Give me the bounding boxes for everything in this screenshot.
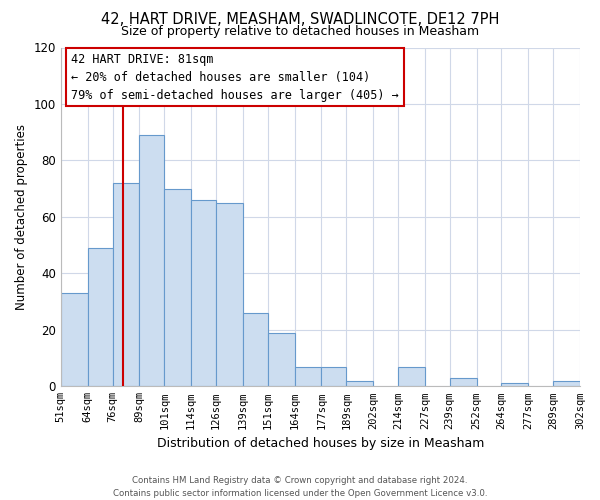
X-axis label: Distribution of detached houses by size in Measham: Distribution of detached houses by size … (157, 437, 484, 450)
Bar (61, 293, 88, 386)
Bar (449, 378, 476, 386)
Bar (216, 203, 243, 386)
Text: 42, HART DRIVE, MEASHAM, SWADLINCOTE, DE12 7PH: 42, HART DRIVE, MEASHAM, SWADLINCOTE, DE… (101, 12, 499, 28)
Bar (268, 332, 295, 386)
Bar (243, 313, 268, 386)
Bar (113, 183, 139, 386)
Bar (553, 380, 580, 386)
Bar (398, 366, 425, 386)
Text: 42 HART DRIVE: 81sqm
← 20% of detached houses are smaller (104)
79% of semi-deta: 42 HART DRIVE: 81sqm ← 20% of detached h… (71, 52, 399, 102)
Y-axis label: Number of detached properties: Number of detached properties (15, 124, 28, 310)
Bar (346, 380, 373, 386)
Bar (322, 366, 346, 386)
Text: Contains HM Land Registry data © Crown copyright and database right 2024.
Contai: Contains HM Land Registry data © Crown c… (113, 476, 487, 498)
Bar (295, 366, 322, 386)
Bar (502, 384, 528, 386)
Bar (191, 200, 216, 386)
Bar (164, 188, 191, 386)
Bar (139, 135, 164, 386)
Bar (88, 248, 113, 386)
Text: Size of property relative to detached houses in Measham: Size of property relative to detached ho… (121, 25, 479, 38)
